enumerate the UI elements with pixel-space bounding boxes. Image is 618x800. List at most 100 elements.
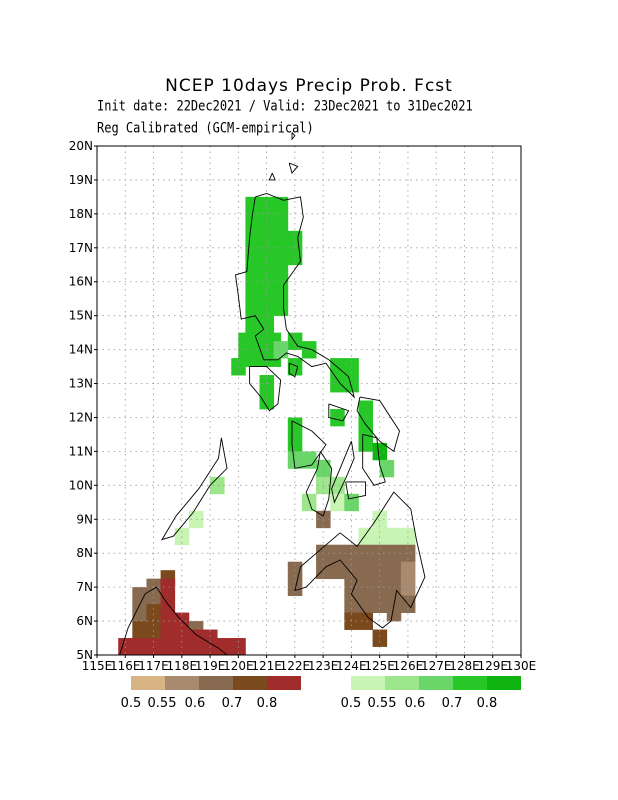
coastlines	[119, 132, 426, 656]
wet-legend-swatch	[453, 676, 487, 690]
probability-cell	[330, 375, 345, 393]
probability-cell	[252, 349, 267, 367]
probability-cell	[372, 595, 388, 613]
probability-cell	[174, 527, 190, 546]
probability-cell	[160, 578, 176, 597]
latitude-label: 6N	[76, 614, 93, 628]
latitude-label: 14N	[69, 343, 93, 357]
wet-legend-swatch	[419, 676, 453, 690]
longitude-label: 122E	[280, 659, 311, 673]
probability-cell	[259, 392, 275, 410]
dry-legend-swatch	[267, 676, 301, 690]
probability-cell	[210, 476, 225, 495]
latitude-label: 17N	[69, 241, 93, 255]
longitude-label: 129E	[477, 659, 508, 673]
longitude-label: 127E	[421, 659, 452, 673]
dry-legend-label: 0.5	[121, 696, 142, 711]
coastline	[268, 172, 276, 181]
longitude-label: 124E	[336, 659, 367, 673]
probability-cell	[259, 213, 275, 232]
coastline	[161, 437, 228, 541]
probability-cell	[160, 638, 176, 656]
coastline	[331, 441, 355, 504]
map-title: NCEP 10days Precip Prob. Fcst	[165, 76, 453, 96]
wet-legend-label: 0.7	[442, 696, 463, 711]
init-valid-subtitle: Init date: 22Dec2021 / Valid: 23Dec2021 …	[97, 98, 473, 115]
longitude-label: 126E	[393, 659, 424, 673]
probability-cell	[358, 544, 373, 563]
coastline	[345, 481, 366, 500]
probability-cell	[400, 527, 416, 546]
probability-cell	[330, 408, 345, 427]
latitude-label: 20N	[69, 139, 93, 153]
coastline	[288, 162, 299, 175]
longitude-label: 128E	[449, 659, 480, 673]
dry-legend-swatch	[131, 676, 165, 690]
latitude-label: 7N	[76, 580, 93, 594]
probability-cell	[344, 493, 359, 512]
dry-legend-label: 0.8	[257, 696, 278, 711]
wet-legend-label: 0.6	[405, 696, 426, 711]
probability-cell	[273, 341, 289, 359]
longitude-label: 125E	[364, 659, 395, 673]
latitude-labels: 20N 19N 18N 17N 16N 15N 14N 13N 12N 11N 10N 9N 8N 7N 6…	[69, 139, 97, 662]
probability-cell	[273, 298, 289, 317]
calibration-subtitle: Reg Calibrated (GCM-empirical)	[97, 120, 314, 137]
wet-legend-label: 0.8	[477, 696, 498, 711]
probability-cell	[316, 459, 331, 478]
probability-cell	[372, 442, 388, 461]
coastline	[235, 193, 356, 399]
coastline	[249, 366, 282, 412]
probability-cell	[245, 213, 260, 232]
dry-legend-swatch	[165, 676, 199, 690]
latitude-label: 12N	[69, 410, 93, 424]
dry-legend-label: 0.55	[148, 696, 177, 711]
probability-cell	[245, 230, 260, 249]
probability-cell	[379, 459, 395, 478]
wet-legend-label: 0.5	[341, 696, 362, 711]
probability-cell	[245, 264, 260, 283]
longitude-label: 116E	[110, 659, 141, 673]
probability-cell	[245, 281, 260, 300]
probability-cell	[245, 315, 260, 334]
longitude-label: 117E	[138, 659, 169, 673]
dry-legend-label: 0.7	[222, 696, 243, 711]
probability-cell	[132, 604, 147, 622]
probability-cell	[330, 561, 345, 580]
probability-cell	[259, 196, 275, 215]
longitude-label: 121E	[251, 659, 282, 673]
probability-cell	[160, 612, 176, 630]
probability-cell	[273, 230, 289, 249]
coastline	[362, 433, 386, 486]
latitude-label: 10N	[69, 478, 93, 492]
probability-cell	[146, 604, 161, 622]
latitude-label: 15N	[69, 309, 93, 323]
dry-legend-swatch	[199, 676, 233, 690]
probability-cell	[245, 196, 260, 215]
probability-cell	[273, 281, 289, 300]
probability-cell	[132, 638, 147, 656]
wet-legend-label: 0.55	[368, 696, 397, 711]
probability-cell	[203, 629, 218, 647]
latitude-label: 8N	[76, 546, 93, 560]
probability-cell	[273, 213, 289, 232]
probability-cell	[245, 298, 260, 317]
probability-cell	[386, 561, 402, 580]
map-frame	[96, 145, 522, 656]
probability-cell	[330, 544, 345, 563]
probability-cell	[358, 417, 373, 435]
latitude-label: 16N	[69, 275, 93, 289]
wet-legend-swatch	[487, 676, 521, 690]
probability-cell	[344, 612, 359, 630]
legend: 0.5 0.55 0.6 0.7 0.8 0.5 0.55 0.6 0.7 0.8	[121, 676, 521, 711]
probability-cell	[372, 629, 388, 647]
probability-cell	[330, 476, 345, 495]
coastline	[305, 451, 333, 517]
probability-cell	[372, 527, 388, 546]
probability-cell	[287, 417, 303, 435]
probability-cell	[238, 332, 253, 350]
coastline	[291, 420, 327, 469]
probability-cell	[301, 341, 317, 359]
dry-legend-label: 0.6	[185, 696, 206, 711]
